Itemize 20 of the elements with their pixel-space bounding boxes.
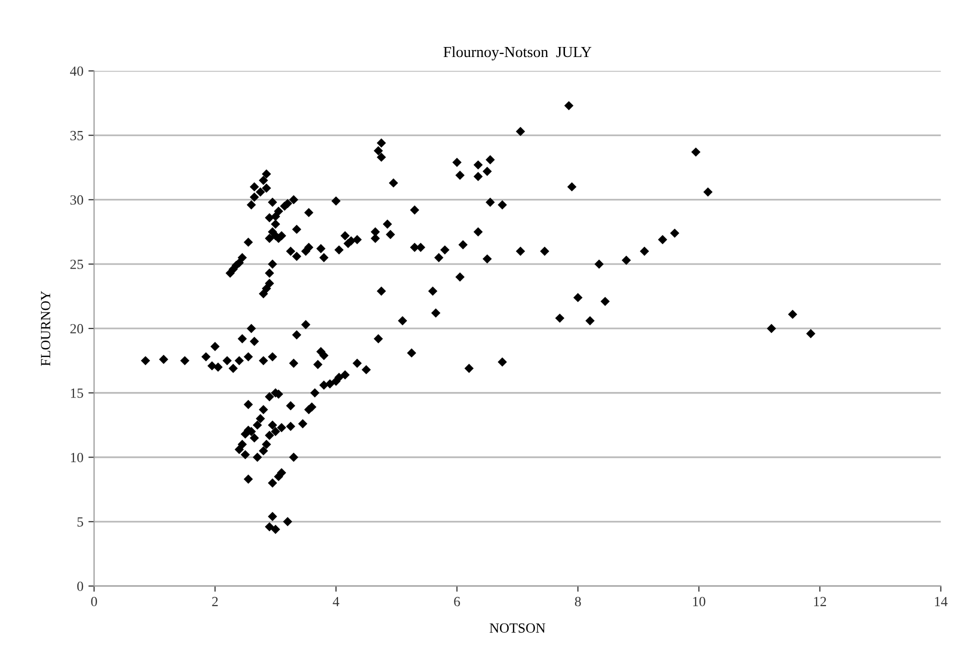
x-tick-label: 8	[574, 596, 581, 606]
y-tick-label: 10	[70, 452, 84, 462]
y-tick-label: 0	[77, 582, 84, 591]
chart-title: Flournoy-Notson JULY	[444, 46, 592, 60]
y-tick-label: 20	[70, 324, 84, 334]
y-axis-title: FLOURNOY	[40, 291, 50, 366]
x-tick-label: 0	[91, 596, 98, 606]
x-tick-label: 4	[332, 596, 340, 606]
x-tick-label: 10	[693, 596, 706, 606]
x-tick-label: 12	[814, 596, 826, 606]
y-tick-label: 40	[70, 66, 84, 76]
y-tick-label: 25	[70, 260, 84, 270]
y-tick-label: 5	[78, 517, 84, 527]
x-tick-label: 6	[454, 596, 460, 606]
y-tick-label: 30	[70, 195, 84, 205]
x-tick-label: 2	[212, 596, 218, 606]
y-tick-label: 35	[70, 130, 84, 140]
x-tick-label: 14	[935, 596, 948, 606]
x-axis-title: NOTSON	[490, 623, 546, 633]
y-tick-label: 15	[70, 388, 84, 398]
